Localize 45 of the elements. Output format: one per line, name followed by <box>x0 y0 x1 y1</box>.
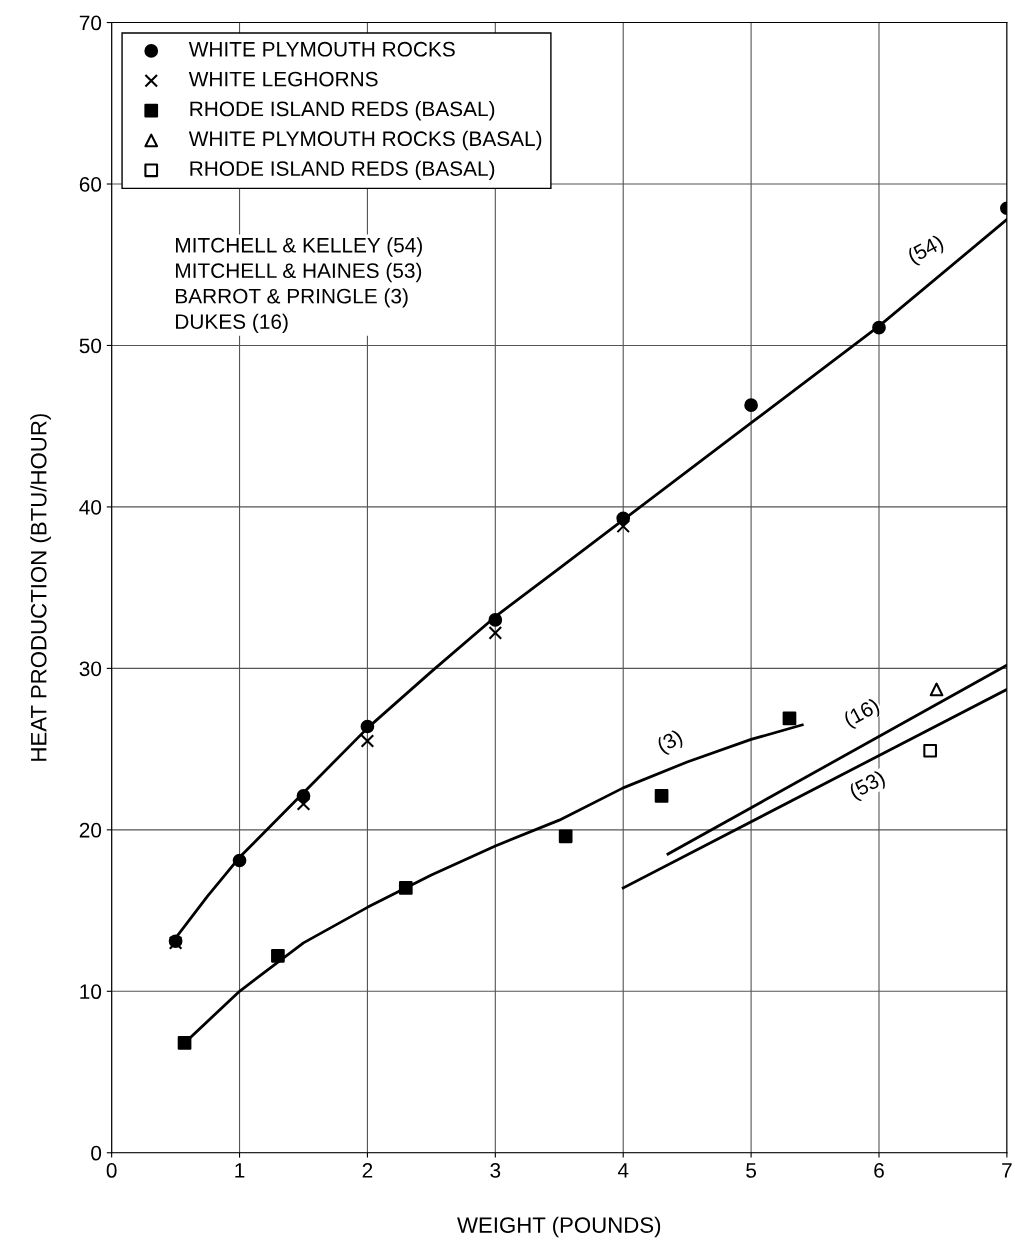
point <box>296 797 311 811</box>
y-tick-label: 60 <box>79 177 102 192</box>
annotation: (16) <box>842 697 883 731</box>
legend-label: RHODE ISLAND REDS (BASAL) <box>190 100 495 121</box>
annotation: (53) <box>848 769 888 803</box>
x-tick-label: 6 <box>874 1163 884 1178</box>
x-tick-label: 1 <box>235 1163 245 1178</box>
y-axis-title: HEAT PRODUCTION (BTU/HOUR) <box>30 414 51 761</box>
legend-label: WHITE PLYMOUTH ROCKS (BASAL) <box>188 130 542 151</box>
point <box>488 613 503 627</box>
point <box>488 626 503 640</box>
x-tick-label: 5 <box>746 1163 757 1178</box>
y-tick-label: 50 <box>79 338 102 354</box>
point <box>929 682 944 697</box>
annotation: (54) <box>906 233 947 268</box>
y-tick-label: 40 <box>79 499 102 515</box>
x-tick-label: 4 <box>617 1163 629 1178</box>
x-tick-label: 3 <box>490 1163 501 1178</box>
x-tick-label: 0 <box>106 1163 117 1178</box>
point <box>782 711 797 726</box>
point <box>923 743 937 758</box>
point <box>360 719 375 734</box>
legend-label: WHITE PLYMOUTH ROCKS <box>188 41 455 57</box>
point <box>616 519 631 534</box>
point <box>360 734 375 748</box>
annotation: (3) <box>655 728 686 757</box>
y-tick-label: 30 <box>79 661 102 677</box>
x-axis-title: WEIGHT (POUNDS) <box>457 1216 661 1238</box>
x-tick-label: 2 <box>362 1163 373 1178</box>
legend-label: WHITE LEGHORNS <box>188 71 378 87</box>
legend-label: RHODE ISLAND REDS (BASAL) <box>190 160 495 181</box>
annotation: MITCHELL & KELLEY (54) MITCHELL & HAINES (53) BARROT & PRINGLE (3) DUKES (16) <box>176 237 422 334</box>
point <box>654 789 669 803</box>
point <box>177 1036 192 1050</box>
x-tick-label: 7 <box>1002 1163 1012 1178</box>
point <box>744 398 758 413</box>
point <box>558 829 573 844</box>
point <box>271 948 285 963</box>
y-tick-label: 70 <box>79 15 102 31</box>
point <box>232 853 247 868</box>
point <box>398 881 413 895</box>
point <box>872 320 886 335</box>
y-tick-label: 20 <box>79 822 102 838</box>
y-tick-label: 10 <box>80 984 102 1000</box>
y-tick-label: 0 <box>91 1145 102 1161</box>
